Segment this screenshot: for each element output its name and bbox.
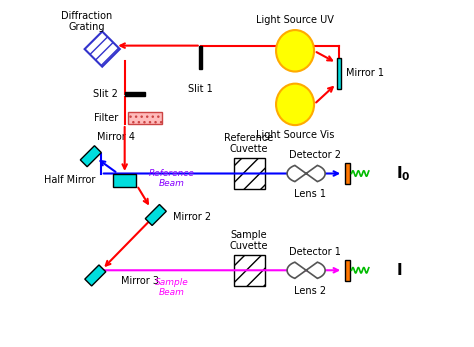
Text: Sample
Cuvette: Sample Cuvette (230, 230, 268, 251)
Text: Light Source Vis: Light Source Vis (256, 130, 334, 140)
Bar (346, 163, 350, 184)
Text: Lens 2: Lens 2 (293, 286, 326, 296)
Polygon shape (80, 146, 101, 167)
Text: $\mathbf{I_0}$: $\mathbf{I_0}$ (396, 164, 410, 183)
Text: Sample
Beam: Sample Beam (155, 278, 188, 297)
Bar (125, 92, 145, 95)
Polygon shape (85, 32, 120, 67)
Text: Diffraction
Grating: Diffraction Grating (61, 11, 112, 33)
Text: Slit 2: Slit 2 (93, 89, 118, 99)
Bar (113, 174, 137, 187)
Ellipse shape (276, 30, 314, 71)
Bar (199, 46, 202, 69)
Text: Mirror 3: Mirror 3 (121, 276, 159, 286)
Polygon shape (287, 262, 325, 278)
Text: Mirror 4: Mirror 4 (97, 133, 135, 142)
Text: Detector 2: Detector 2 (289, 150, 341, 160)
Text: Filter: Filter (93, 113, 118, 123)
Polygon shape (145, 204, 166, 226)
Text: Mirror 2: Mirror 2 (173, 212, 211, 222)
Polygon shape (287, 166, 325, 181)
Bar (337, 58, 341, 89)
Text: Lens 1: Lens 1 (293, 189, 326, 199)
Text: Reference
Cuvette: Reference Cuvette (225, 133, 273, 154)
Ellipse shape (276, 84, 314, 125)
Text: Slit 1: Slit 1 (188, 84, 213, 94)
Bar (346, 260, 350, 281)
Text: $\mathbf{I}$: $\mathbf{I}$ (396, 262, 402, 278)
Bar (234, 158, 264, 189)
Bar (234, 255, 264, 286)
Bar (128, 112, 163, 124)
Polygon shape (85, 265, 106, 286)
Text: Mirror 1: Mirror 1 (346, 68, 384, 78)
Text: Detector 1: Detector 1 (289, 247, 341, 257)
Text: Light Source UV: Light Source UV (256, 15, 334, 25)
Text: Half Mirror: Half Mirror (44, 176, 95, 185)
Text: Reference
Beam: Reference Beam (148, 169, 194, 188)
